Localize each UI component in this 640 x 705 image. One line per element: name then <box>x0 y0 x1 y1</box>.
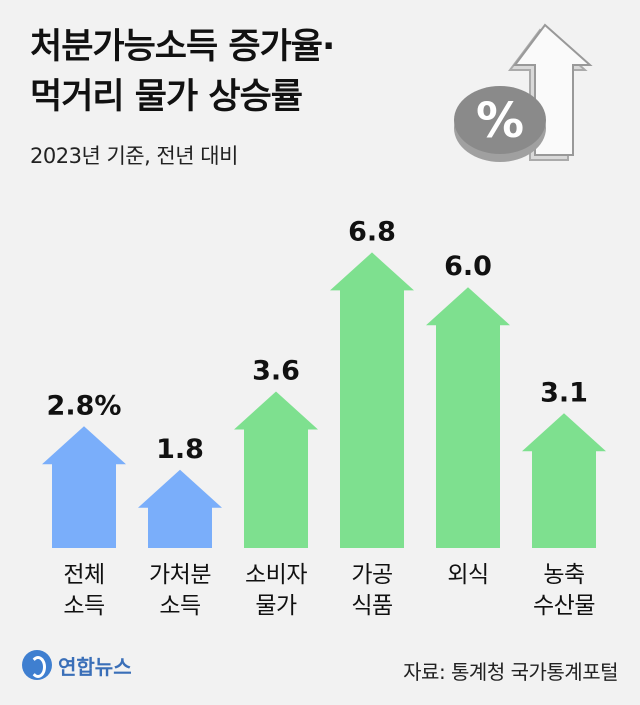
publisher-logo: 연합뉴스 <box>22 650 132 680</box>
data-label-2: 3.6 <box>252 356 300 387</box>
bar-3 <box>330 252 414 548</box>
category-label-4-line-0: 외식 <box>447 562 489 588</box>
logo-text: 연합뉴스 <box>58 654 132 679</box>
svg-text:%: % <box>476 93 524 149</box>
category-label-5-line-1: 수산물 <box>533 593 595 619</box>
logo-icon <box>22 650 52 680</box>
bar-1 <box>138 469 222 548</box>
category-label-2-line-0: 소비자 <box>245 562 307 588</box>
source-note: 자료: 통계청 국가통계포털 <box>403 660 618 684</box>
data-label-5: 3.1 <box>540 377 588 408</box>
bar-2 <box>234 391 318 548</box>
data-label-1: 1.8 <box>156 434 204 465</box>
bar-5 <box>522 413 606 548</box>
data-label-3: 6.8 <box>348 216 396 247</box>
title-line-2: 먹거리 물가 상승률 <box>30 77 303 117</box>
category-label-0-line-0: 전체 <box>63 562 105 588</box>
bar-0 <box>42 426 126 548</box>
chart-title: 처분가능소득 증가율· 먹거리 물가 상승률 <box>30 22 335 122</box>
category-label-4: 외식 <box>413 560 523 591</box>
category-label-1-line-1: 소득 <box>159 593 201 619</box>
category-label-0-line-1: 소득 <box>63 593 105 619</box>
title-line-1: 처분가능소득 증가율· <box>30 27 335 67</box>
data-label-0: 2.8% <box>47 390 122 421</box>
category-label-2-line-1: 물가 <box>255 593 297 619</box>
bar-4 <box>426 287 510 548</box>
up-arrow-icon <box>508 23 593 161</box>
category-label-1-line-0: 가처분 <box>149 562 211 588</box>
chart-subtitle: 2023년 기준, 전년 대비 <box>30 144 238 168</box>
category-label-5-line-0: 농축 <box>543 562 585 588</box>
data-label-4: 6.0 <box>444 251 492 282</box>
percent-icon: % <box>454 23 593 162</box>
category-label-3-line-1: 식품 <box>351 593 393 619</box>
category-label-3-line-0: 가공 <box>351 562 393 588</box>
